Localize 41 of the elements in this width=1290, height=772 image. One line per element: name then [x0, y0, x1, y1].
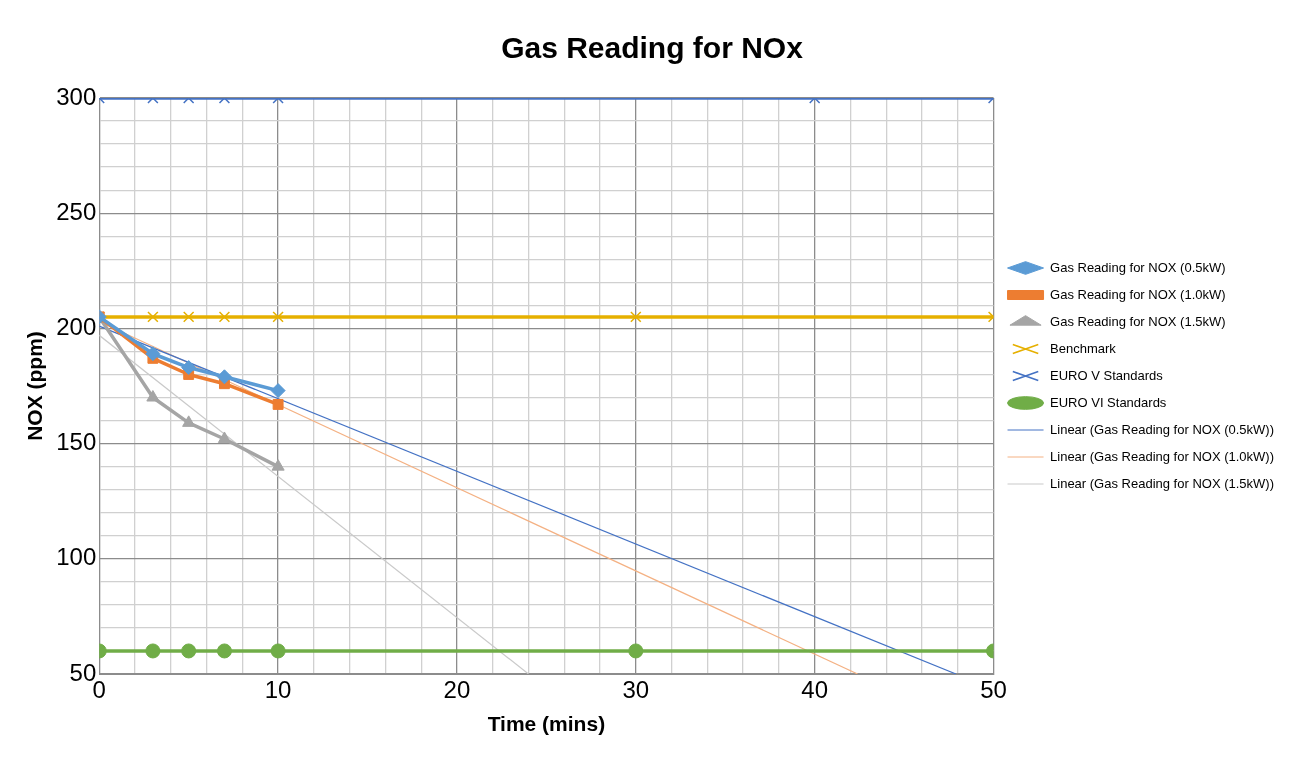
point [270, 643, 286, 659]
point [216, 369, 232, 385]
y-tick-label: 300 [56, 82, 97, 110]
point [182, 311, 195, 323]
point [217, 431, 232, 443]
legend-label: Linear (Gas Reading for NOX (1.0kW)) [1050, 448, 1274, 464]
point [181, 360, 197, 376]
x-axis-title: Time (mins) [487, 712, 606, 736]
y-axis-title: NOX (ppm) [23, 331, 47, 441]
point [218, 311, 231, 323]
legend-label: EURO VI Standards [1050, 394, 1167, 410]
y-tick-label: 150 [56, 428, 97, 456]
y-tick-label: 200 [56, 313, 97, 341]
x-tick-label: 20 [443, 676, 471, 704]
point [270, 383, 286, 399]
y-tick-label: 100 [56, 543, 97, 571]
x-tick-label: 50 [980, 676, 1007, 704]
legend-label: EURO V Standards [1050, 367, 1164, 383]
legend-label: Gas Reading for NOX (1.5kW) [1050, 313, 1226, 329]
chart-title: Gas Reading for NOx [501, 31, 804, 65]
y-tick-label: 250 [56, 197, 97, 225]
point [146, 390, 160, 402]
point [272, 398, 284, 410]
x-tick-label: 10 [264, 676, 292, 704]
legend-label: Gas Reading for NOX (1.0kW) [1050, 286, 1226, 302]
legend-label: Gas Reading for NOX (0.5kW) [1050, 259, 1226, 275]
legend-label: Benchmark [1050, 340, 1117, 356]
point [216, 643, 232, 659]
x-tick-label: 40 [801, 676, 829, 704]
point [271, 459, 285, 471]
point [181, 643, 197, 659]
legend-label: Linear (Gas Reading for NOX (1.5kW)) [1050, 475, 1274, 491]
x-tick-label: 30 [622, 676, 650, 704]
point [272, 311, 284, 323]
point [145, 643, 161, 659]
point [182, 415, 196, 427]
point [145, 346, 161, 362]
point [630, 311, 642, 323]
point [628, 643, 644, 659]
legend-label: Linear (Gas Reading for NOX (0.5kW)) [1050, 421, 1274, 437]
point [147, 311, 159, 323]
